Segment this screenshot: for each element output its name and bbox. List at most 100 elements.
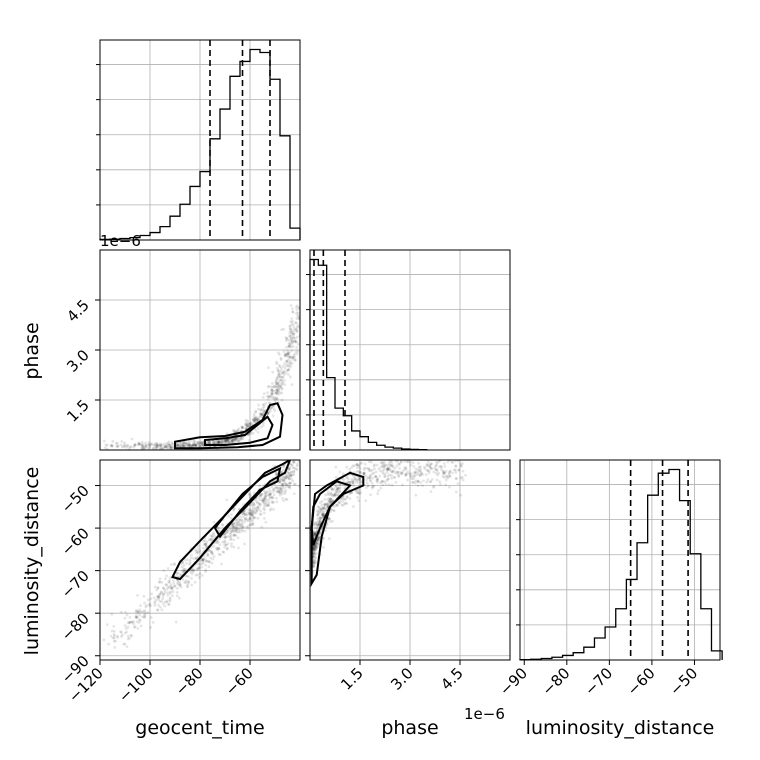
scatter-point <box>248 508 252 512</box>
scatter-point <box>185 444 189 448</box>
scatter-point <box>433 466 436 470</box>
scatter-point <box>111 444 114 448</box>
scatter-point <box>280 482 284 486</box>
scatter-point <box>319 516 323 520</box>
scatter-point <box>134 613 138 617</box>
scatter-point <box>456 460 460 463</box>
scatter-point <box>260 408 263 412</box>
scatter-point <box>287 345 291 348</box>
scatter-point <box>327 500 331 503</box>
scatter-point <box>289 463 293 467</box>
scatter-point <box>289 304 293 307</box>
scatter-point <box>459 464 463 468</box>
scatter-point <box>231 524 235 527</box>
scatter-point <box>313 547 317 551</box>
scatter-point <box>365 466 369 470</box>
scatter-point <box>425 464 429 468</box>
scatter-point <box>276 373 280 376</box>
scatter-point <box>287 471 291 475</box>
scatter-point <box>149 443 152 447</box>
scatter-point <box>253 503 256 507</box>
scatter-point <box>441 475 445 478</box>
scatter-point <box>275 391 279 395</box>
scatter-point <box>210 537 213 541</box>
scatter-point <box>198 549 202 553</box>
scatter-point <box>278 378 282 382</box>
scatter-point <box>262 502 266 506</box>
scatter-point <box>167 443 171 447</box>
scatter-point <box>418 469 422 473</box>
scatter-point <box>437 471 441 475</box>
scatter-point <box>122 642 126 646</box>
scatter-point <box>329 497 333 501</box>
scatter-point <box>374 470 378 474</box>
scatter-point <box>290 341 294 345</box>
scatter-point <box>258 494 262 498</box>
scatter-point <box>325 523 329 527</box>
scatter-point <box>313 532 317 536</box>
scatter-point <box>126 634 130 638</box>
scatter-point <box>258 493 262 497</box>
scatter-point <box>196 551 200 554</box>
scatter-point <box>353 479 356 482</box>
scatter-point <box>158 580 162 584</box>
scatter-point <box>280 477 283 480</box>
scatter-point <box>155 443 159 447</box>
scatter-point <box>158 444 162 448</box>
scatter-point <box>363 466 367 470</box>
scatter-point <box>272 397 276 401</box>
scatter-point <box>275 360 278 364</box>
scatter-point <box>284 339 288 343</box>
scatter-point <box>253 416 257 420</box>
scatter-point <box>264 490 268 494</box>
scatter-point <box>142 615 146 619</box>
xlabel-luminosity-distance: luminosity_distance <box>526 717 715 739</box>
scatter-point <box>286 352 289 356</box>
scatter-point <box>317 505 321 509</box>
scatter-point <box>232 438 235 441</box>
scatter-point <box>130 437 134 441</box>
scatter-point <box>266 366 270 370</box>
scatter-point <box>379 461 383 465</box>
scatter-point <box>297 317 300 320</box>
scatter-point <box>291 473 295 476</box>
scatter-point <box>239 523 243 527</box>
scatter-point <box>191 442 195 446</box>
scatter-point <box>350 491 354 495</box>
scatter-point <box>253 419 257 422</box>
scatter-point <box>250 508 254 512</box>
scatter-point <box>188 443 192 447</box>
x-tick-label: 3.0 <box>387 664 417 694</box>
scatter-point <box>160 443 164 447</box>
scatter-point <box>249 509 253 513</box>
scatter-point <box>350 478 354 481</box>
scatter-point <box>368 476 372 480</box>
scatter-point <box>461 478 465 482</box>
scatter-point <box>312 548 316 552</box>
panel-frame <box>99 39 301 241</box>
scatter-point <box>334 493 337 497</box>
scatter-point <box>297 317 300 320</box>
scatter-point <box>229 438 233 442</box>
scatter-point <box>283 490 287 494</box>
scatter-point <box>175 574 179 578</box>
scatter-point <box>173 584 177 588</box>
scatter-point <box>314 548 317 551</box>
scatter-point <box>274 378 278 382</box>
scatter-point <box>217 547 221 551</box>
scatter-point <box>293 339 297 343</box>
scatter-point <box>241 529 244 533</box>
scatter-point <box>143 614 147 617</box>
scatter-point <box>120 445 124 449</box>
scatter-point <box>330 499 334 502</box>
scatter-point <box>383 474 387 478</box>
scatter-point <box>279 369 283 373</box>
scatter-point <box>412 454 415 457</box>
scatter-point <box>123 616 127 620</box>
scatter-point <box>316 510 320 514</box>
scatter-point <box>216 548 219 552</box>
scatter-point <box>264 497 268 501</box>
scatter-point <box>169 445 173 449</box>
scatter-point <box>238 438 242 442</box>
scatter-point <box>352 505 355 508</box>
